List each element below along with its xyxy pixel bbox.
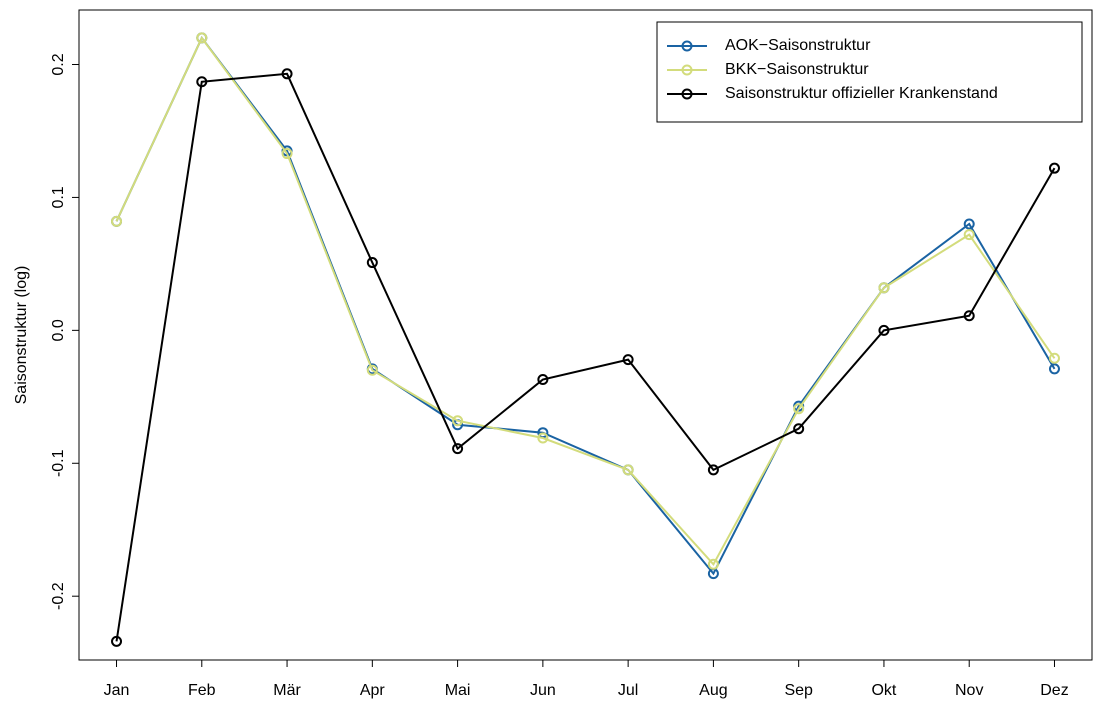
x-tick-label: Mär xyxy=(273,682,301,699)
y-tick-label: -0.1 xyxy=(50,449,67,477)
point xyxy=(281,68,293,80)
point xyxy=(878,282,890,294)
point xyxy=(537,432,549,444)
legend-marker xyxy=(681,88,693,100)
x-tick-label: Jan xyxy=(104,682,130,699)
point xyxy=(963,229,975,241)
point xyxy=(622,354,634,366)
x-tick-label: Dez xyxy=(1040,682,1068,699)
legend-box xyxy=(656,21,1083,123)
point xyxy=(963,310,975,322)
point xyxy=(452,443,464,455)
point xyxy=(1048,352,1060,364)
series-line xyxy=(115,72,1056,642)
legend-label: Saisonstruktur offizieller Krankenstand xyxy=(725,85,998,102)
point xyxy=(366,257,378,269)
point xyxy=(111,215,123,227)
point xyxy=(281,148,293,160)
y-tick-label: 0.1 xyxy=(50,186,67,208)
point xyxy=(196,32,208,44)
point xyxy=(878,324,890,336)
x-tick-label: Apr xyxy=(360,682,386,699)
point xyxy=(793,423,805,435)
y-tick-label: 0.2 xyxy=(50,53,67,75)
x-tick-label: Nov xyxy=(955,682,983,699)
y-tick-label: -0.2 xyxy=(50,582,67,610)
point xyxy=(537,374,549,386)
x-tick-label: Jul xyxy=(618,682,638,699)
point xyxy=(111,635,123,647)
point xyxy=(366,364,378,376)
point xyxy=(1048,363,1060,375)
x-tick-label: Sep xyxy=(784,682,813,699)
legend-label: AOK−Saisonstruktur xyxy=(725,37,871,54)
legend-marker xyxy=(681,64,693,76)
point xyxy=(1048,162,1060,174)
point xyxy=(793,403,805,415)
y-axis-label: Saisonstruktur (log) xyxy=(13,266,30,405)
legend-label: BKK−Saisonstruktur xyxy=(725,61,869,78)
point xyxy=(707,558,719,570)
x-tick-label: Okt xyxy=(871,682,896,699)
point xyxy=(622,464,634,476)
x-tick-label: Feb xyxy=(188,682,216,699)
x-tick-label: Aug xyxy=(699,682,727,699)
series-line xyxy=(115,35,1056,576)
x-tick-label: Jun xyxy=(530,682,556,699)
point xyxy=(707,464,719,476)
point xyxy=(963,218,975,230)
y-tick-label: 0.0 xyxy=(50,319,67,341)
legend-marker xyxy=(681,40,693,52)
series-line xyxy=(115,35,1056,567)
point xyxy=(196,76,208,88)
point xyxy=(452,415,464,427)
x-tick-label: Mai xyxy=(445,682,471,699)
